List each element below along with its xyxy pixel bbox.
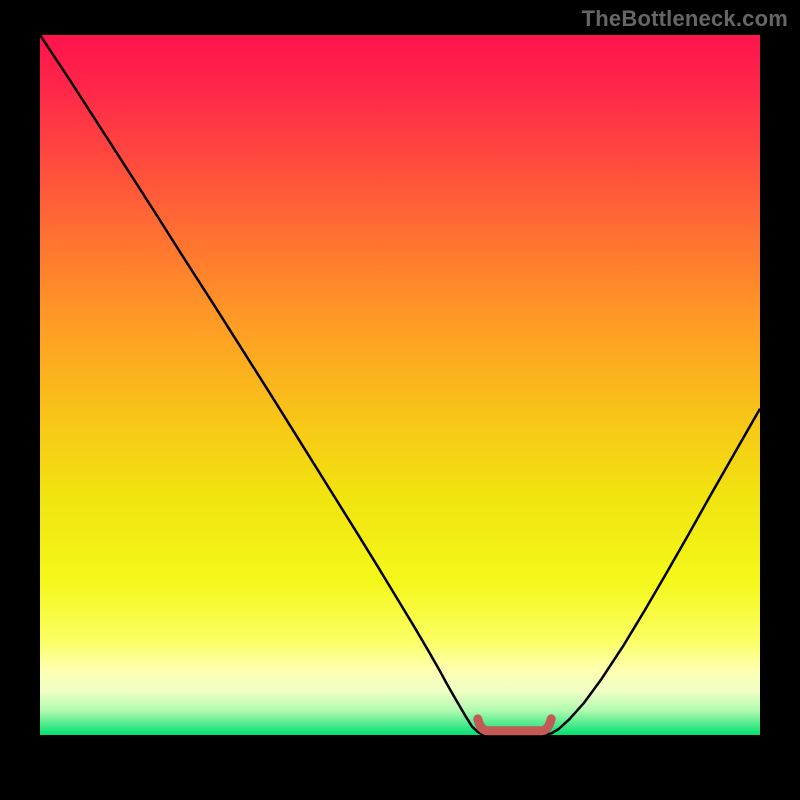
plot-area bbox=[40, 35, 760, 755]
chart-container: TheBottleneck.com bbox=[0, 0, 800, 800]
chart-svg bbox=[40, 35, 760, 755]
trough-marker bbox=[478, 719, 551, 731]
bottleneck-curve bbox=[40, 35, 760, 735]
watermark-text: TheBottleneck.com bbox=[582, 6, 788, 32]
